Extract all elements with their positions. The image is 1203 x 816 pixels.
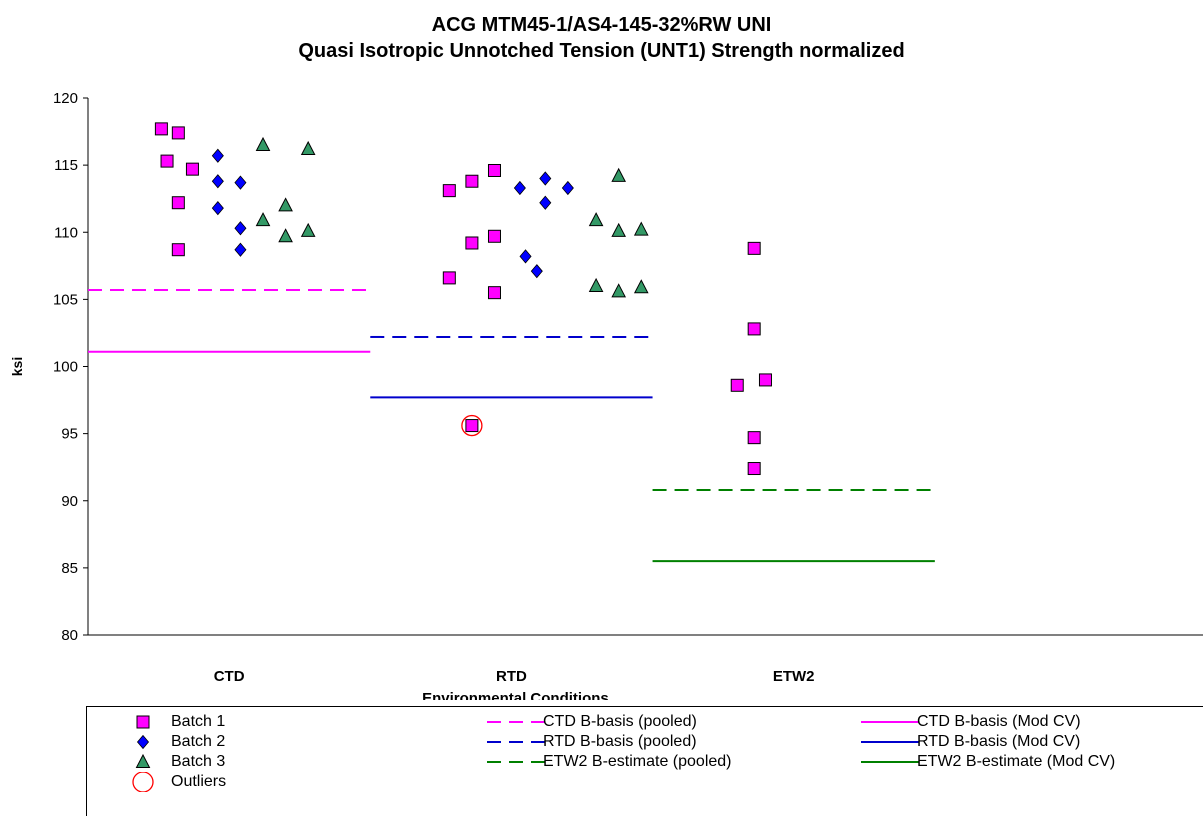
data-point	[611, 222, 627, 237]
y-tick-label: 115	[54, 157, 78, 174]
legend-label: RTD B-basis (pooled)	[543, 733, 697, 750]
y-tick-label: 105	[53, 291, 78, 308]
data-point	[513, 180, 526, 196]
x-axis-label: Environmental Conditions	[422, 690, 609, 700]
y-tick-label: 120	[53, 90, 78, 107]
data-point	[442, 271, 456, 285]
data-point	[442, 184, 456, 198]
data-point	[171, 196, 185, 210]
data-point	[234, 221, 247, 236]
y-tick-label: 100	[53, 359, 78, 376]
data-point	[588, 212, 604, 227]
y-tick-label: 95	[61, 426, 78, 443]
x-category-label: ETW2	[773, 668, 815, 685]
data-point	[211, 174, 224, 189]
data-point	[730, 378, 744, 392]
legend-swatch	[487, 721, 545, 723]
data-point	[633, 279, 649, 294]
data-point	[465, 419, 479, 433]
data-point	[171, 126, 185, 140]
legend-marker	[136, 734, 150, 750]
x-category-label: CTD	[214, 668, 245, 685]
legend-label: ETW2 B-estimate (Mod CV)	[917, 753, 1116, 770]
chart-legend: Batch 1 Batch 2 Batch 3 Outliers CTD B-basis…	[86, 706, 1203, 816]
legend-swatch	[861, 761, 919, 763]
data-point	[747, 462, 761, 476]
data-point	[300, 140, 316, 156]
legend-label: ETW2 B-estimate (pooled)	[543, 753, 732, 770]
data-point	[487, 286, 501, 300]
data-point	[633, 221, 649, 236]
data-point	[747, 241, 761, 255]
x-category-label: RTD	[496, 668, 527, 685]
data-point	[611, 283, 627, 298]
data-point	[185, 162, 199, 176]
data-point	[561, 180, 574, 196]
legend-label: Batch 2	[171, 733, 226, 750]
legend-swatch	[487, 761, 545, 763]
legend-swatch	[861, 721, 919, 723]
data-point	[234, 242, 247, 257]
data-point	[255, 136, 271, 151]
data-point	[519, 249, 532, 264]
data-point	[171, 243, 185, 257]
data-point	[278, 197, 293, 212]
data-point	[461, 414, 483, 437]
data-point	[300, 222, 316, 237]
data-point	[211, 148, 224, 163]
data-point	[588, 277, 604, 292]
chart-subtitle: Quasi Isotropic Unnotched Tension (UNT1)…	[298, 40, 905, 62]
legend-swatch	[136, 715, 150, 729]
legend-swatch	[132, 772, 154, 792]
legend-label: Batch 3	[171, 753, 226, 770]
data-point	[465, 174, 479, 188]
data-point	[530, 264, 543, 279]
legend-marker	[132, 772, 154, 792]
legend-label: Batch 1	[171, 713, 226, 730]
data-point	[747, 431, 761, 445]
legend-swatch	[487, 741, 545, 743]
data-point	[611, 167, 627, 182]
legend-label: CTD B-basis (Mod CV)	[917, 713, 1081, 730]
y-tick-label: 80	[61, 627, 78, 644]
y-axis-label: ksi	[9, 357, 25, 376]
chart-plot: 80 85 90 95 100 105 110 115 120 ksi CTD RTD ETW2 Envi…	[9, 90, 1203, 700]
data-point	[465, 236, 479, 250]
y-tick-label: 85	[61, 560, 78, 577]
data-point	[539, 171, 552, 186]
chart-title: ACG MTM45-1/AS4-145-32%RW UNI	[431, 14, 772, 36]
legend-swatch	[861, 741, 919, 743]
data-point	[747, 322, 761, 336]
legend-swatch	[136, 734, 150, 750]
data-point	[487, 229, 501, 243]
legend-marker	[135, 753, 151, 768]
legend-swatch	[135, 753, 151, 768]
y-tick-label: 110	[54, 224, 78, 241]
legend-marker	[136, 715, 150, 729]
data-point	[160, 154, 174, 168]
legend-label: Outliers	[171, 773, 227, 790]
data-point	[758, 373, 772, 387]
data-point	[539, 195, 552, 210]
legend-label: CTD B-basis (pooled)	[543, 713, 697, 730]
legend-label: RTD B-basis (Mod CV)	[917, 733, 1081, 750]
data-point	[234, 175, 247, 190]
data-point	[211, 200, 224, 216]
data-point	[154, 122, 168, 136]
data-point	[487, 163, 501, 177]
data-point	[278, 228, 293, 243]
data-point	[255, 212, 271, 227]
y-tick-label: 90	[61, 493, 78, 510]
